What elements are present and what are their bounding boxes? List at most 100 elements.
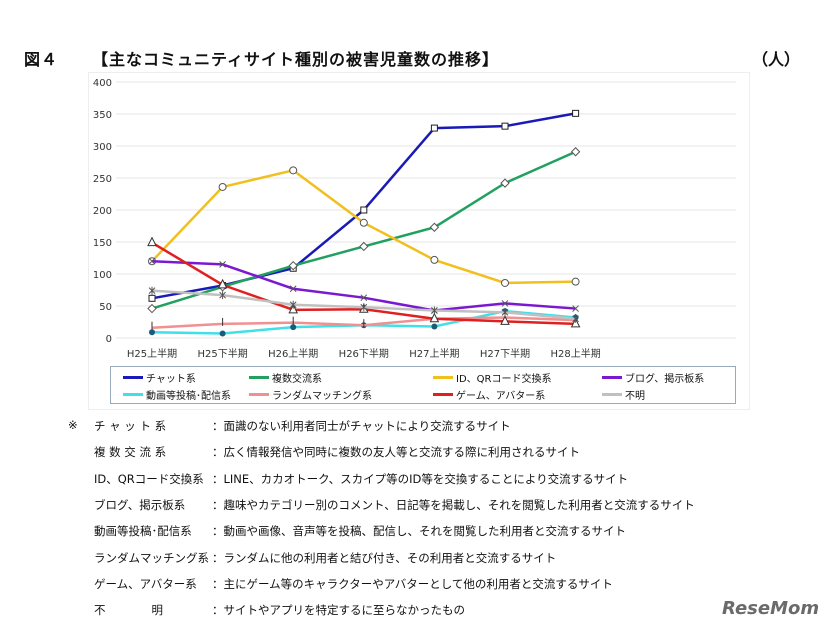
data-point [289,285,297,293]
note-desc: ：動画や画像、音声等を投稿、配信し、それを閲覧した利用者と交流するサイト [212,524,626,539]
note-row: ゲーム、アバター系 ：主にゲーム等のキャラクターやアバターとして他の利用者と交流す… [94,576,613,592]
data-point [288,303,299,314]
note-row: 複 数 交 流 系 ：広く情報発信や同時に複数の友人等と交流する際に利用されるサイ… [94,444,580,460]
note-row: チ ャ ッ ト 系 ：面識のない利用者同士がチャットにより交流するサイト [94,418,511,434]
data-point [360,303,368,312]
legend-label: ゲーム、アバター系 [456,391,546,402]
data-point [359,218,368,227]
legend-item: チャット系 [123,370,196,385]
figure-number: 図４ [24,50,59,69]
y-tick-label: 0 [106,334,112,345]
chart-frame [88,72,750,410]
legend-swatch [433,376,453,379]
data-point [289,300,297,309]
data-point [217,278,228,289]
data-point [500,315,510,325]
data-point [218,182,227,191]
data-point [431,306,438,315]
figure-title: 図４ 【主なコミュニティサイト種別の被害児童数の推移】 [24,46,499,70]
legend-item: ゲーム、アバター系 [433,387,545,402]
note-label: ランダムマッチング系 [94,550,209,565]
data-point [501,308,509,317]
note-label: ID、QRコード交換系 [94,471,204,486]
note-row: 動画等投稿･配信系 ：動画や画像、音声等を投稿、配信し、それを閲覧した利用者と交流… [94,523,626,539]
resemom-logo: ReseMom [722,598,820,619]
legend-swatch [249,376,269,379]
legend-swatch [249,393,269,396]
note-mark: ※ [68,418,78,432]
data-point [431,323,438,330]
note-row: ID、QRコード交換系 ：LINE、カカオトーク、スカイプ等のID等を交換すること… [94,471,628,487]
x-tick-label: H25上半期 [127,347,177,360]
data-point [500,178,510,188]
data-point [148,286,156,295]
note-row: ランダムマッチング系 ：ランダムに他の利用者と結び付き、その利用者と交流するサイト [94,550,556,566]
y-tick-label: 400 [93,78,112,89]
figure-title-text: 【主なコミュニティサイト種別の被害児童数の推移】 [92,50,500,69]
data-point [570,147,581,157]
x-tick-label: H27下半期 [480,347,530,360]
note-desc: ：主にゲーム等のキャラクターやアバターとして他の利用者と交流するサイト [212,576,613,591]
note-desc: ：広く情報発信や同時に複数の友人等と交流する際に利用されるサイト [212,445,580,460]
data-point [147,303,157,314]
y-tick-label: 250 [93,174,112,185]
data-point [219,291,226,300]
data-point [571,277,580,286]
data-point [360,206,368,214]
note-desc: ：サイトやアプリを特定するに至らなかったもの [212,603,465,618]
y-tick-label: 200 [93,206,112,217]
data-point [501,300,509,307]
legend-label: 不明 [625,391,645,402]
legend-swatch [123,376,143,379]
note-row: ブログ、掲示板系 ：趣味やカテゴリー別のコメント、日記等を掲載し、それを閲覧した利… [94,497,695,513]
data-point [288,260,298,271]
note-desc: ：面識のない利用者同士がチャットにより交流するサイト [212,419,511,433]
legend-label: 動画等投稿･配信系 [146,391,231,402]
legend-label: 複数交流系 [272,374,322,385]
data-point [501,278,509,287]
legend-label: ID、QRコード交換系 [456,374,552,385]
note-desc: ：ランダムに他の利用者と結び付き、その利用者と交流するサイト [212,550,557,565]
note-row: 不 明 ：サイトやアプリを特定するに至らなかったもの [94,602,465,618]
legend-item: ID、QRコード交換系 [433,370,551,385]
legend: チャット系 複数交流系 ID、QRコード交換系 ブログ、掲示板系動画等投稿･配信系 ラン… [110,366,736,404]
data-point [570,317,581,328]
note-desc: ：趣味やカテゴリー別のコメント、日記等を掲載し、それを閲覧した利用者と交流するサ… [212,497,695,512]
data-point [148,257,156,265]
legend-swatch [433,393,453,396]
legend-swatch [602,376,622,379]
legend-label: チャット系 [146,374,196,385]
data-point [572,314,579,323]
note-label: チ ャ ッ ト 系 [94,419,167,433]
y-tick-label: 100 [93,270,112,281]
data-point [572,109,580,117]
series-line [151,112,576,300]
legend-swatch [602,393,622,396]
y-tick-label: 150 [93,238,112,249]
note-label: 動画等投稿･配信系 [94,524,192,539]
y-tick-label: 350 [93,110,112,121]
data-point [429,312,440,323]
series-line [151,150,577,310]
data-point [430,124,438,132]
y-tick-label: 50 [99,302,112,313]
data-point [219,330,226,337]
note-label: 不 明 [94,603,163,618]
legend-item: 動画等投稿･配信系 [123,387,231,402]
y-tick-label: 300 [93,142,112,153]
data-point [219,261,226,268]
data-point [430,255,439,264]
legend-label: ランダムマッチング系 [272,391,372,402]
data-point [501,122,509,130]
x-tick-label: H28上半期 [550,347,600,360]
note-desc: ：LINE、カカオトーク、スカイプ等のID等を交換することにより交流するサイト [212,471,629,486]
data-point [360,294,368,302]
data-point [359,241,369,252]
note-label: ゲーム、アバター系 [94,576,197,591]
x-tick-label: H26上半期 [268,347,318,360]
data-point [149,329,155,336]
note-label: 複 数 交 流 系 [94,445,167,460]
legend-item: 不明 [602,387,645,402]
legend-item: ブログ、掲示板系 [602,370,704,385]
